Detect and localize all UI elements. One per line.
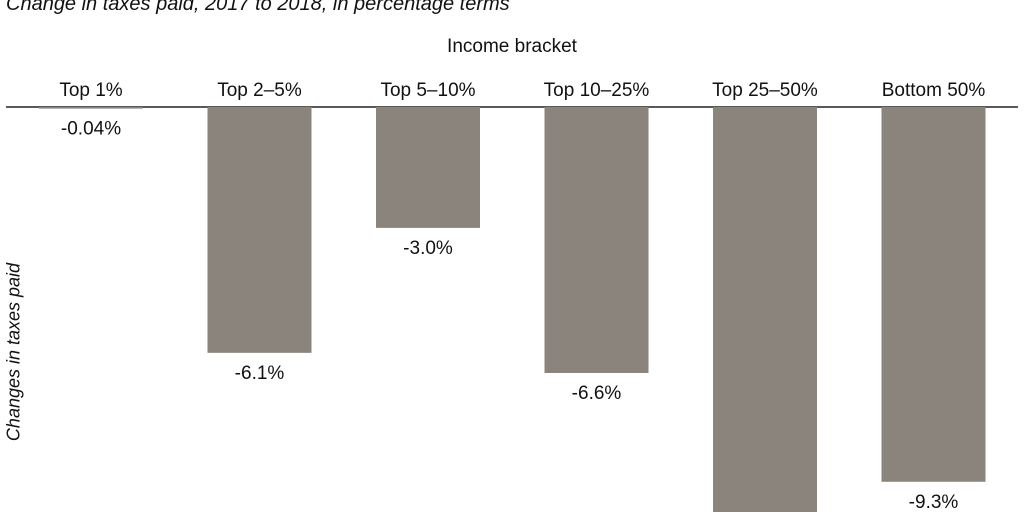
- category-label: Top 1%: [59, 80, 122, 101]
- category-label: Top 10–25%: [544, 80, 650, 101]
- bar: [881, 107, 986, 482]
- data-label: -6.1%: [235, 363, 285, 384]
- data-label: -6.6%: [572, 383, 622, 404]
- category-label: Top 5–10%: [380, 80, 475, 101]
- data-label: -0.04%: [61, 119, 121, 140]
- bar: [376, 107, 480, 228]
- bar: [39, 107, 143, 109]
- category-label: Bottom 50%: [882, 80, 986, 101]
- bar: [713, 107, 817, 512]
- category-label: Top 25–50%: [712, 80, 818, 101]
- category-label: Top 2–5%: [217, 80, 302, 101]
- data-label: -3.0%: [403, 238, 453, 259]
- bar: [544, 107, 649, 373]
- chart-caption: Change in taxes paid, 2017 to 2018, in p…: [6, 0, 510, 15]
- bar: [207, 107, 312, 353]
- data-label: -9.3%: [909, 492, 959, 512]
- x-axis-title: Income bracket: [447, 36, 577, 57]
